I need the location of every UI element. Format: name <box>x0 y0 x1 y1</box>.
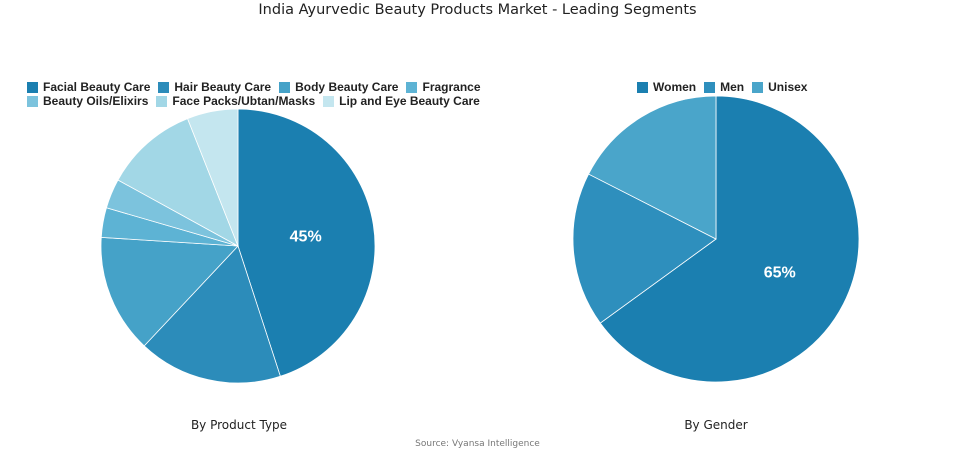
legend-label: Face Packs/Ubtan/Masks <box>172 94 316 108</box>
legend-label: Body Beauty Care <box>295 80 399 94</box>
pie-slice-lip-and-eye-beauty-care <box>187 108 239 247</box>
chart-title: India Ayurvedic Beauty Products Market -… <box>258 2 697 18</box>
legend-swatch <box>27 95 38 107</box>
legend-label: Men <box>720 80 745 94</box>
legend-swatch <box>704 81 716 93</box>
pie-slice-hair-beauty-care <box>143 245 281 384</box>
pie-slice-body-beauty-care <box>100 236 239 347</box>
legend-item-face-packs-ubtan-masks: Face Packs/Ubtan/Masks <box>156 94 315 108</box>
legend-swatch <box>156 95 168 107</box>
legend-swatch <box>323 95 335 107</box>
legend-item-fragrance: Fragrance <box>406 80 481 94</box>
legend-item-women: Women <box>637 80 696 94</box>
legend-item-body-beauty-care: Body Beauty Care <box>279 80 398 94</box>
legend-item-unisex: Unisex <box>752 80 807 94</box>
pie-slice-women <box>599 95 860 383</box>
legend-label: Lip and Eye Beauty Care <box>339 94 480 108</box>
legend-product-type: Facial Beauty Care Hair Beauty Care Body B… <box>27 80 489 108</box>
legend-label: Women <box>653 80 697 94</box>
legend-swatch <box>279 81 291 93</box>
legend-label: Facial Beauty Care <box>43 80 151 94</box>
legend-swatch <box>158 81 170 93</box>
legend-gender: Women Men Unisex <box>637 80 815 94</box>
subtitle-product-type: By Product Type <box>190 418 288 432</box>
legend-label: Hair Beauty Care <box>174 80 272 94</box>
legend-row: Women Men Unisex <box>637 80 815 94</box>
legend-swatch <box>637 81 648 93</box>
legend-swatch <box>752 81 764 93</box>
legend-item-hair-beauty-care: Hair Beauty Care <box>158 80 271 94</box>
subtitle-gender: By Gender <box>684 418 748 432</box>
legend-label: Unisex <box>768 80 808 94</box>
legend-label: Beauty Oils/Elixirs <box>43 94 149 108</box>
legend-swatch <box>406 81 418 93</box>
legend-item-lip-and-eye-beauty-care: Lip and Eye Beauty Care <box>323 94 480 108</box>
slice-label: 65% <box>764 264 796 281</box>
legend-row: Beauty Oils/Elixirs Face Packs/Ubtan/Mask… <box>27 94 489 108</box>
legend-item-men: Men <box>704 80 744 94</box>
legend-item-beauty-oils-elixirs: Beauty Oils/Elixirs <box>27 94 148 108</box>
pie-slice-unisex <box>588 95 717 240</box>
pie-slice-men <box>572 173 717 324</box>
slice-label: 45% <box>290 228 322 245</box>
source-note: Source: Vyansa Intelligence <box>415 439 540 449</box>
legend-item-facial-beauty-care: Facial Beauty Care <box>27 80 150 94</box>
pie-slice-facial-beauty-care <box>237 108 376 377</box>
legend-swatch <box>27 81 38 93</box>
legend-row: Facial Beauty Care Hair Beauty Care Body B… <box>27 80 489 94</box>
pie-slice-face-packs-ubtan-masks <box>117 118 239 247</box>
legend-label: Fragrance <box>422 80 481 94</box>
